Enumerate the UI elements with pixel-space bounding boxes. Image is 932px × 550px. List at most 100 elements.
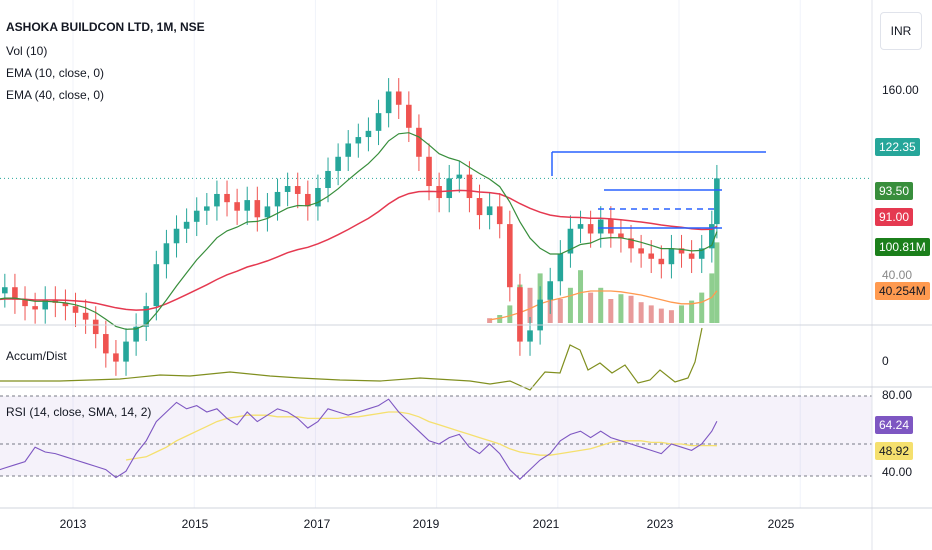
- candle-body: [577, 224, 584, 229]
- year-label: 2021: [532, 517, 560, 531]
- candle-body: [507, 224, 513, 288]
- candle-body: [294, 186, 301, 194]
- last-price-tag: 122.35: [875, 138, 920, 156]
- ema10-tag: 93.50: [875, 182, 914, 200]
- candle-body: [133, 326, 139, 342]
- accum-tick-label: 0: [882, 354, 889, 368]
- accum-legend[interactable]: Accum/Dist: [6, 349, 67, 363]
- candle-body: [193, 210, 200, 222]
- volume-bar: [679, 305, 685, 323]
- year-label: 2013: [59, 517, 87, 531]
- price-tick-label: 160.00: [882, 83, 919, 97]
- candle-body: [254, 200, 261, 218]
- volume-tag: 100.81M: [875, 238, 930, 256]
- candle-body: [204, 206, 210, 211]
- candle-body: [325, 170, 331, 188]
- volume-bar: [557, 299, 563, 323]
- volume-bar: [638, 302, 644, 323]
- candle-body: [426, 156, 432, 187]
- volume-bar: [608, 299, 614, 323]
- candle-body: [284, 186, 291, 192]
- candle-body: [224, 193, 230, 203]
- ema40-legend[interactable]: EMA (40, close, 0): [6, 88, 105, 102]
- rsi-legend[interactable]: RSI (14, close, SMA, 14, 2): [6, 405, 152, 419]
- ema40-tag: 91.00: [875, 208, 914, 226]
- candle-body: [628, 238, 634, 249]
- volume-bar: [578, 270, 584, 323]
- year-label: 2017: [303, 517, 331, 531]
- vol-legend[interactable]: Vol (10): [6, 44, 48, 58]
- volume-bar: [668, 310, 674, 323]
- year-label: 2025: [767, 517, 795, 531]
- candle-body: [517, 287, 523, 342]
- trend-drawings: [551, 151, 766, 229]
- ema10-legend[interactable]: EMA (10, close, 0): [6, 66, 105, 80]
- rsi-line: [0, 398, 718, 480]
- candle-body: [264, 206, 271, 218]
- volume-bar: [628, 295, 634, 323]
- candle-body: [597, 219, 604, 234]
- volume-bar: [699, 292, 705, 323]
- candle-body: [668, 248, 675, 265]
- rsi-tick-label-80: 80.00: [882, 388, 913, 402]
- candle-body: [688, 253, 695, 259]
- currency-button[interactable]: INR: [880, 12, 922, 50]
- candle-body: [375, 113, 382, 131]
- accum-dist-line: [0, 327, 703, 391]
- candle-body: [82, 312, 89, 320]
- candle-body: [183, 221, 190, 229]
- candle-body: [698, 248, 705, 259]
- volume-ma-tag: 40.254M: [875, 282, 930, 300]
- candle-body: [406, 104, 412, 128]
- candle-body: [466, 174, 473, 199]
- candle-body: [587, 224, 594, 234]
- candle-body: [608, 219, 614, 234]
- candle-body: [537, 299, 543, 331]
- volume-bar: [588, 292, 594, 323]
- candle-body: [12, 287, 18, 300]
- ema40-line: [0, 189, 718, 311]
- candle-body: [123, 341, 129, 362]
- chart-title: ASHOKA BUILDCON LTD, 1M, NSE: [6, 20, 205, 34]
- candle-body: [365, 130, 372, 138]
- candle-body: [527, 330, 533, 342]
- candle-body: [305, 193, 311, 207]
- candle-body: [32, 306, 38, 310]
- candle-body: [143, 306, 150, 327]
- volume-bar: [648, 305, 654, 323]
- volume-bar: [507, 305, 513, 323]
- indicator-lines: [0, 132, 718, 391]
- volume-bar: [487, 318, 493, 323]
- candle-body: [42, 299, 49, 310]
- candle-body: [638, 248, 644, 254]
- candle-body: [72, 306, 79, 313]
- volume-ma-line: [489, 290, 718, 321]
- candle-body: [163, 243, 170, 265]
- candle-body: [153, 264, 160, 307]
- rsi-band: [0, 396, 872, 476]
- candle-body: [113, 353, 119, 362]
- candle-body: [395, 91, 402, 105]
- candle-body: [678, 248, 685, 254]
- candle-body: [618, 233, 624, 239]
- ema10-line: [0, 132, 718, 330]
- candle-body: [52, 299, 59, 303]
- candle-body: [385, 91, 392, 114]
- candle-body: [335, 156, 341, 171]
- candle-body: [709, 224, 715, 249]
- candle-body: [274, 191, 281, 207]
- candle-body: [456, 174, 463, 179]
- candle-body: [22, 299, 28, 307]
- candle-body: [648, 253, 655, 259]
- volume-bar: [658, 308, 664, 323]
- rsi-sma-tag: 48.92: [875, 442, 914, 460]
- rsi-pane: [0, 395, 872, 480]
- candle-body: [567, 228, 574, 254]
- volume-bar: [527, 287, 533, 323]
- year-label: 2015: [181, 517, 209, 531]
- candle-body: [557, 253, 564, 282]
- candle-body: [446, 178, 453, 199]
- candle-body: [103, 334, 109, 354]
